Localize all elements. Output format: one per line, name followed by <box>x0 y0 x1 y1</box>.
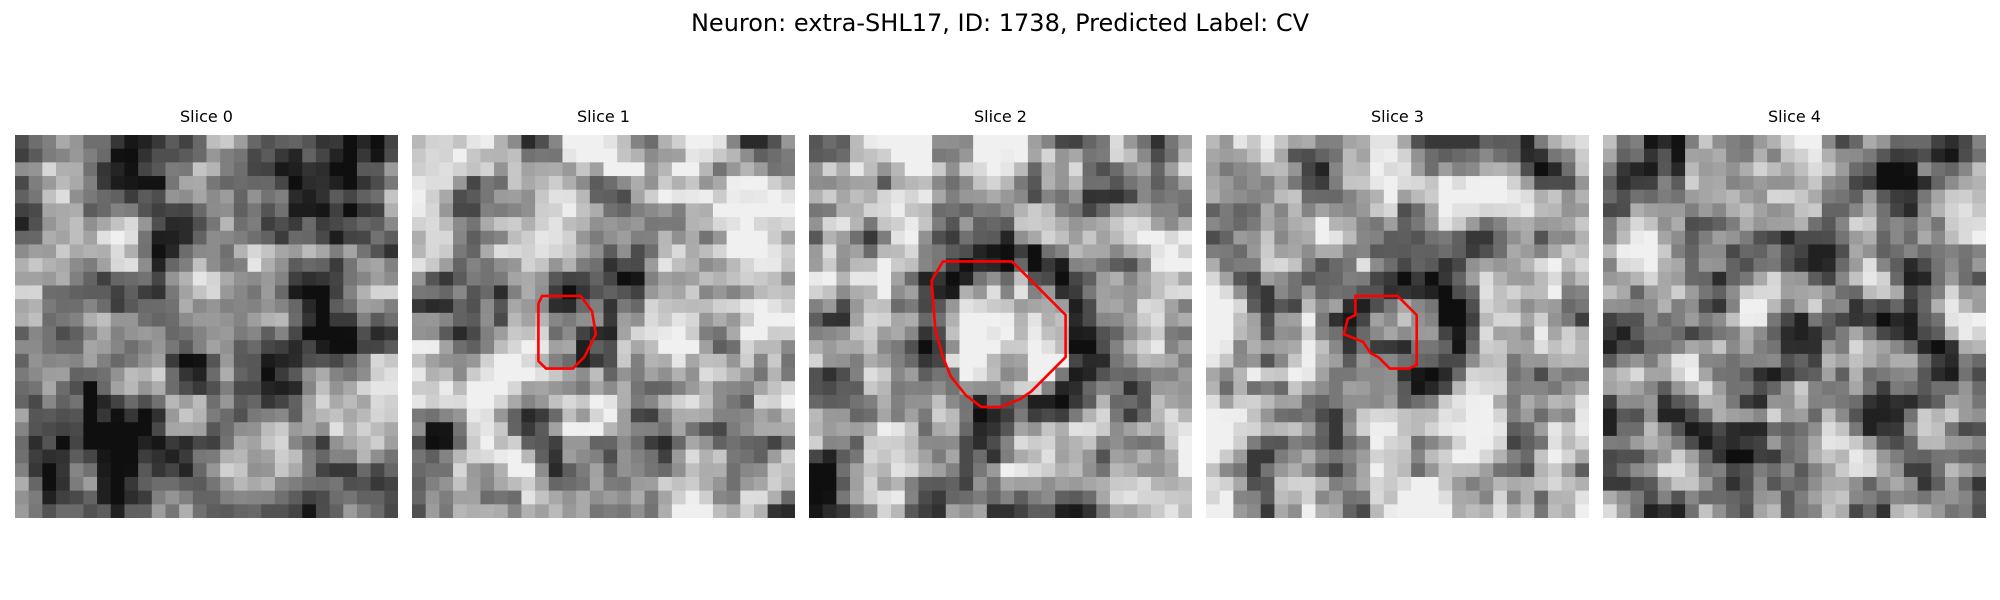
slice-title: Slice 3 <box>1371 107 1424 126</box>
grayscale-slice-image <box>1206 135 1589 518</box>
slice-image <box>15 135 398 518</box>
slice-image <box>1206 135 1589 518</box>
figure-title: Neuron: extra-SHL17, ID: 1738, Predicted… <box>690 9 1310 37</box>
slice-panel-2: Slice 2 <box>809 107 1192 518</box>
slice-image <box>412 135 795 518</box>
grayscale-slice-image <box>1603 135 1986 518</box>
grayscale-slice-image <box>412 135 795 518</box>
slice-title: Slice 2 <box>974 107 1027 126</box>
slice-title: Slice 4 <box>1768 107 1821 126</box>
slice-panel-0: Slice 0 <box>15 107 398 518</box>
grayscale-slice-image <box>809 135 1192 518</box>
segmentation-contour <box>537 294 598 370</box>
slice-panel-3: Slice 3 <box>1206 107 1589 518</box>
segmentation-contour <box>1342 294 1418 370</box>
slice-panel-4: Slice 4 <box>1603 107 1986 518</box>
slice-image <box>1603 135 1986 518</box>
slice-panel-1: Slice 1 <box>412 107 795 518</box>
slice-image <box>809 135 1192 518</box>
grayscale-slice-image <box>15 135 398 518</box>
slice-title: Slice 1 <box>577 107 630 126</box>
slice-title: Slice 0 <box>180 107 233 126</box>
segmentation-contour <box>930 260 1067 409</box>
